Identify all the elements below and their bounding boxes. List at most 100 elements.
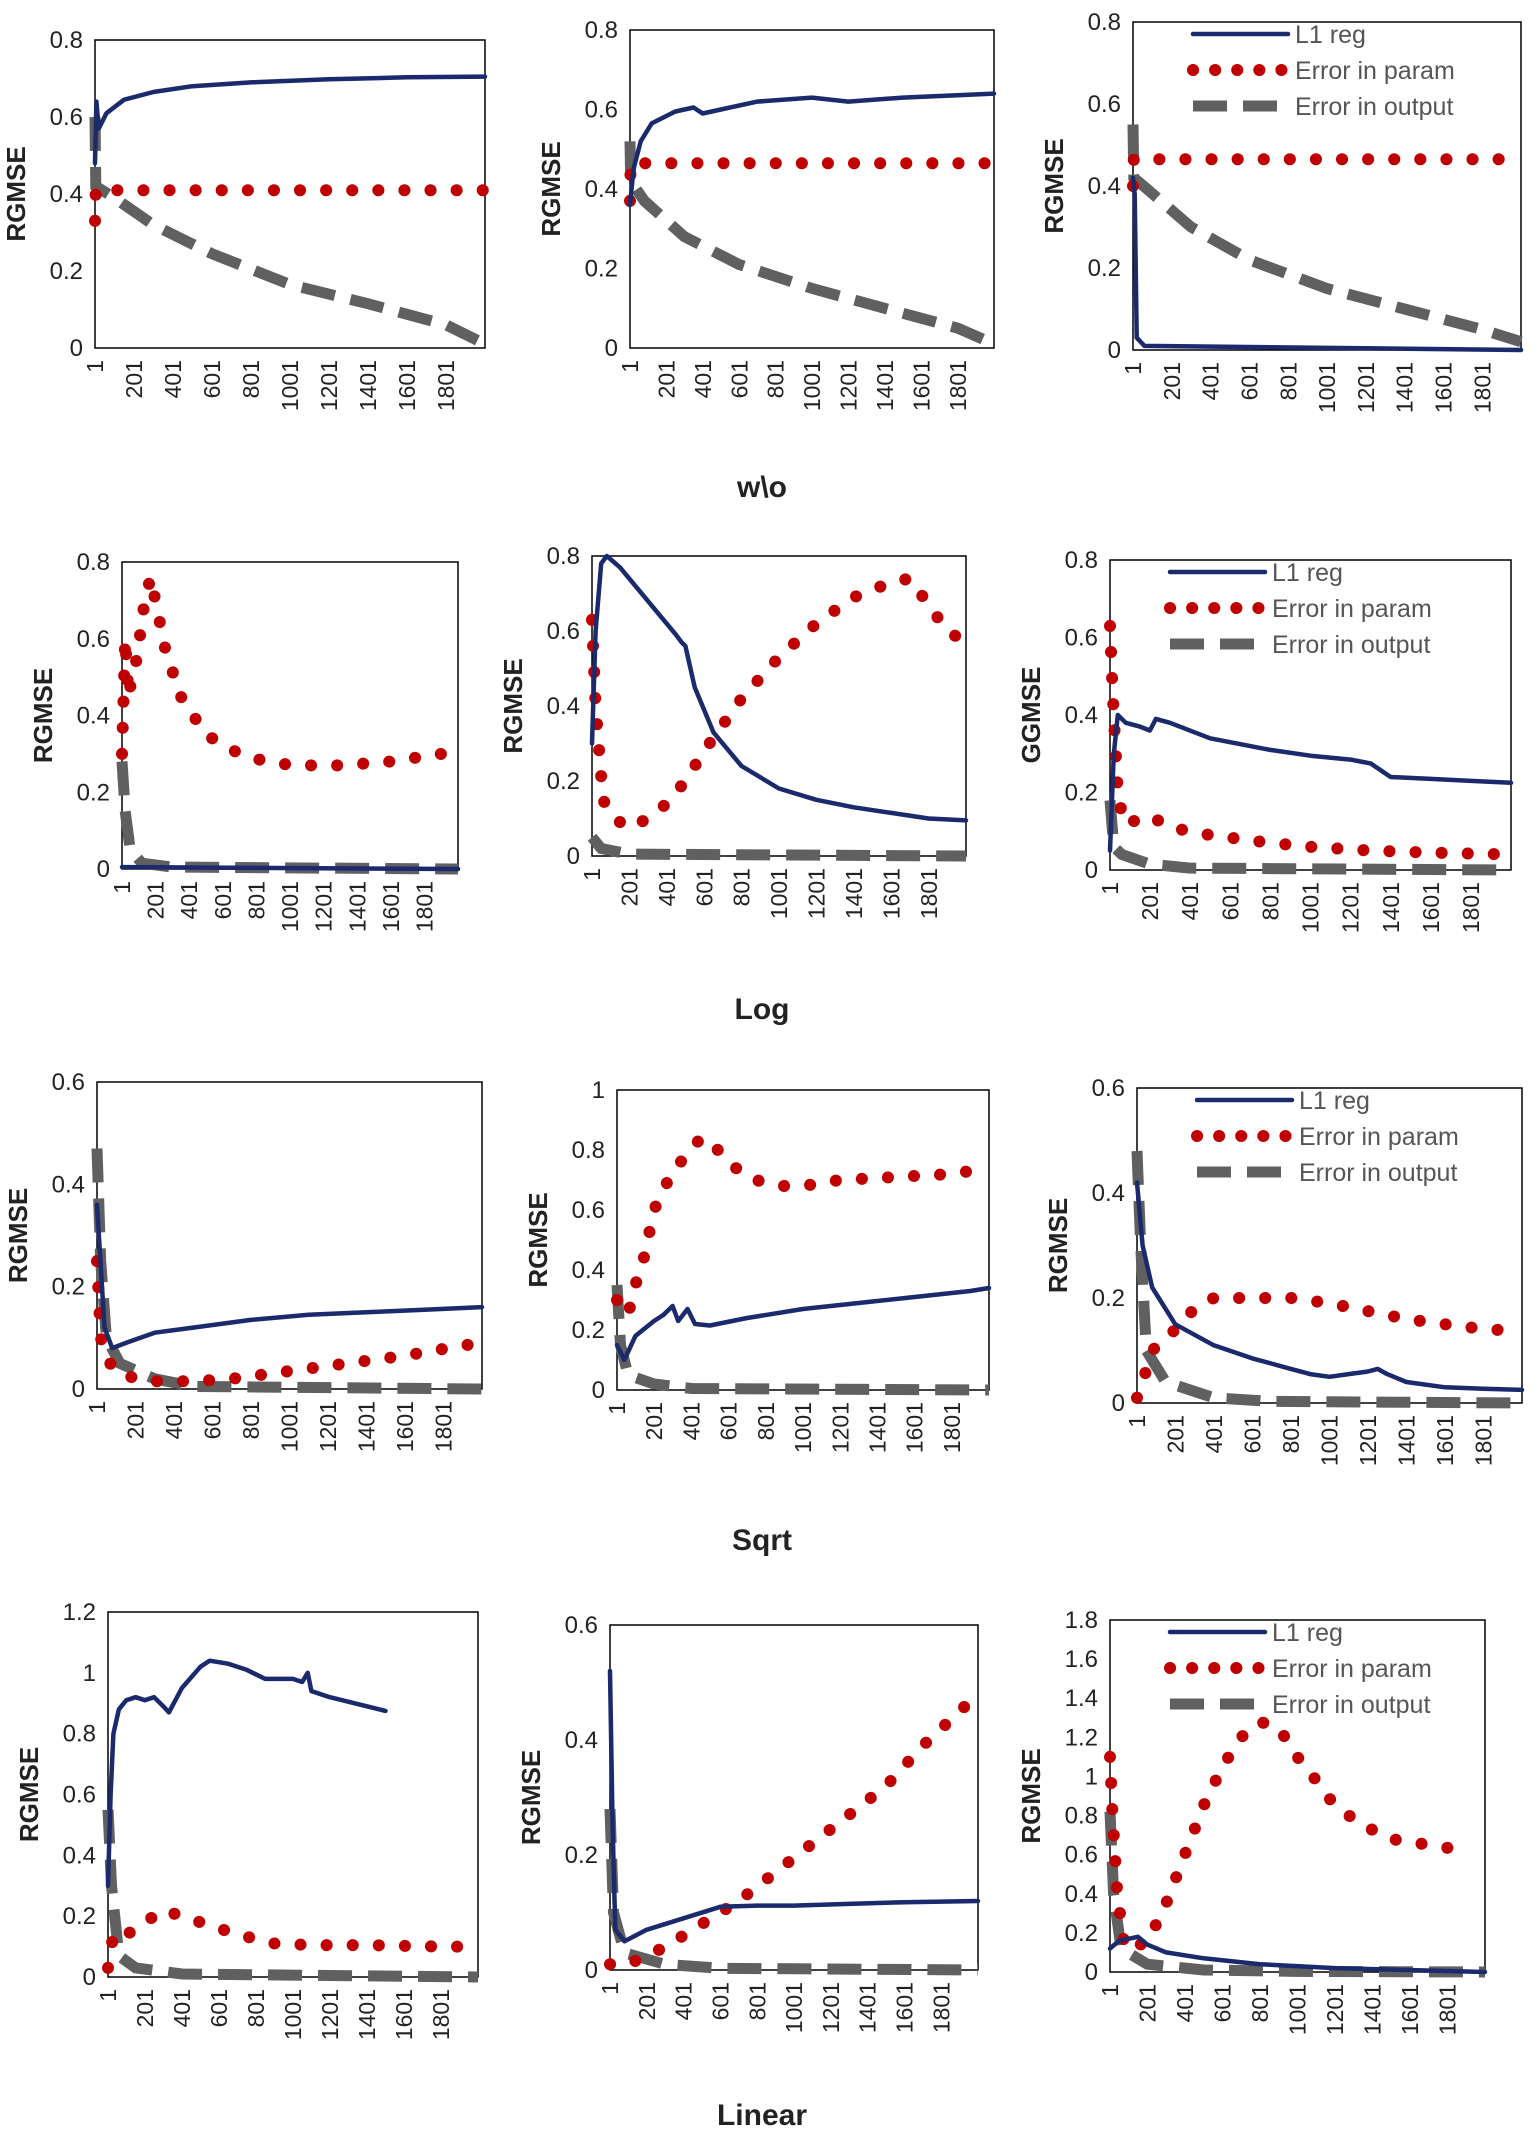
series-line-l1 bbox=[614, 1285, 992, 1363]
x-tick-label: 1601 bbox=[1418, 882, 1444, 933]
y-tick-label: 0.6 bbox=[572, 1197, 605, 1224]
legend-label: L1 reg bbox=[1299, 1087, 1370, 1115]
x-tick-label: 801 bbox=[763, 360, 789, 398]
x-tick-label: 1 bbox=[604, 1402, 630, 1415]
y-tick-label: 0.6 bbox=[63, 1782, 96, 1809]
legend-label: Error in param bbox=[1272, 1655, 1432, 1683]
series-line-l1 bbox=[589, 553, 969, 823]
y-tick-label: 0 bbox=[70, 335, 83, 362]
y-tick-label: 0.2 bbox=[572, 1317, 605, 1344]
x-tick-label: 1401 bbox=[354, 1989, 380, 2040]
y-tick-label: 1.8 bbox=[1065, 1607, 1098, 1634]
x-tick-label: 401 bbox=[671, 1982, 697, 2020]
series-line-l1 bbox=[607, 1668, 981, 1944]
y-tick-label: 0.8 bbox=[50, 27, 83, 54]
x-tick-label: 801 bbox=[1278, 1415, 1304, 1453]
x-tick-label: 1201 bbox=[317, 1989, 343, 2040]
chart-panel-5: 00.20.40.60.81 201 401 601 801 1001 1201 1401 16… bbox=[498, 543, 972, 919]
legend-label: Error in output bbox=[1272, 631, 1430, 659]
legend-label: L1 reg bbox=[1272, 1619, 1343, 1647]
x-tick-label: 1801 bbox=[1469, 362, 1495, 413]
x-tick-label: 1201 bbox=[315, 1401, 341, 1452]
y-tick-label: 0.4 bbox=[1065, 1881, 1098, 1908]
series-line-output bbox=[1104, 799, 1512, 876]
series-line-l1 bbox=[1107, 1934, 1488, 1975]
y-tick-label: 0.2 bbox=[547, 768, 580, 795]
series-line-l1 bbox=[1107, 712, 1514, 853]
y-tick-label: 0.4 bbox=[1092, 1180, 1125, 1207]
chart-panel-3: 00.20.40.60.81 201 401 601 801 1001 1201 1401 16… bbox=[1039, 9, 1527, 413]
y-tick-label: 0.2 bbox=[565, 1842, 598, 1869]
y-tick-label: 0 bbox=[1085, 857, 1098, 884]
x-tick-label: 201 bbox=[1163, 1415, 1189, 1453]
series-line-l1 bbox=[105, 1658, 388, 1889]
plot-area bbox=[1109, 559, 1512, 871]
chart-panel-11: 00.20.40.61 201 401 601 801 1001 1201 1401 1601 1… bbox=[516, 1612, 984, 2033]
y-tick-label: 0 bbox=[97, 856, 110, 883]
y-axis-label: RGMSE bbox=[523, 1192, 553, 1287]
series-line-output bbox=[102, 1809, 479, 1983]
x-tick-label: 601 bbox=[1217, 882, 1243, 920]
x-tick-label: 401 bbox=[1198, 362, 1224, 400]
x-tick-label: 601 bbox=[707, 1982, 733, 2020]
x-tick-label: 1401 bbox=[354, 1401, 380, 1452]
y-tick-label: 1 bbox=[1085, 1763, 1098, 1790]
x-tick-label: 601 bbox=[200, 1401, 226, 1439]
plot-area bbox=[96, 1081, 483, 1390]
x-tick-label: 1601 bbox=[878, 868, 904, 919]
x-tick-label: 1001 bbox=[766, 868, 792, 919]
x-tick-label: 1001 bbox=[790, 1402, 816, 1453]
x-tick-label: 1 bbox=[1120, 362, 1146, 375]
y-tick-label: 0.6 bbox=[50, 104, 83, 131]
x-tick-label: 1801 bbox=[945, 360, 971, 411]
x-tick-label: 601 bbox=[726, 360, 752, 398]
chart-panel-9: 00.20.40.61 201 401 601 801 1001 1201 1401 1601 1… bbox=[1043, 1075, 1528, 1466]
y-tick-label: 0.2 bbox=[1065, 1920, 1098, 1947]
x-tick-label: 1801 bbox=[412, 881, 438, 932]
y-axis-label: RGMSE bbox=[516, 1750, 546, 1845]
x-tick-label: 1601 bbox=[1432, 1415, 1458, 1466]
x-tick-label: 1201 bbox=[311, 881, 337, 932]
x-tick-label: 1 bbox=[95, 1989, 121, 2002]
x-tick-label: 1001 bbox=[781, 1982, 807, 2033]
y-tick-label: 0.4 bbox=[547, 693, 580, 720]
x-tick-label: 401 bbox=[1201, 1415, 1227, 1453]
x-tick-label: 1 bbox=[617, 360, 643, 373]
x-tick-label: 401 bbox=[1172, 1984, 1198, 2022]
y-tick-label: 0.2 bbox=[63, 1903, 96, 1930]
y-tick-label: 0 bbox=[605, 335, 618, 362]
x-tick-label: 1 bbox=[579, 868, 605, 881]
y-tick-label: 0.6 bbox=[585, 97, 618, 124]
y-tick-label: 0.6 bbox=[52, 1069, 85, 1096]
x-tick-label: 1801 bbox=[939, 1402, 965, 1453]
y-tick-label: 0.8 bbox=[547, 543, 580, 570]
x-tick-label: 1201 bbox=[818, 1982, 844, 2033]
x-tick-label: 1801 bbox=[431, 1401, 457, 1452]
x-tick-label: 1401 bbox=[872, 360, 898, 411]
legend-label: Error in output bbox=[1272, 1691, 1430, 1719]
series-line-l1 bbox=[92, 74, 488, 166]
y-tick-label: 0 bbox=[592, 1377, 605, 1404]
series-line-l1 bbox=[94, 1202, 485, 1351]
x-tick-label: 601 bbox=[716, 1402, 742, 1440]
x-tick-label: 401 bbox=[678, 1402, 704, 1440]
x-tick-label: 801 bbox=[729, 868, 755, 906]
y-tick-label: 0.4 bbox=[585, 176, 618, 203]
x-tick-label: 1 bbox=[109, 881, 135, 894]
x-tick-label: 1401 bbox=[355, 360, 381, 411]
y-tick-label: 0.4 bbox=[1088, 173, 1121, 200]
x-tick-label: 1001 bbox=[1314, 362, 1340, 413]
x-tick-label: 601 bbox=[691, 868, 717, 906]
y-tick-label: 1.2 bbox=[1065, 1724, 1098, 1751]
y-axis-label: GGMSE bbox=[1016, 667, 1046, 764]
x-tick-label: 1001 bbox=[280, 1989, 306, 2040]
y-tick-label: 0.4 bbox=[572, 1257, 605, 1284]
legend-label: Error in param bbox=[1295, 57, 1455, 85]
x-tick-label: 201 bbox=[143, 881, 169, 919]
x-tick-label: 1001 bbox=[1317, 1415, 1343, 1466]
x-tick-label: 1201 bbox=[1355, 1415, 1381, 1466]
series-line-param bbox=[1104, 1714, 1473, 1956]
y-tick-label: 0.2 bbox=[1065, 780, 1098, 807]
y-tick-label: 0.6 bbox=[565, 1612, 598, 1639]
